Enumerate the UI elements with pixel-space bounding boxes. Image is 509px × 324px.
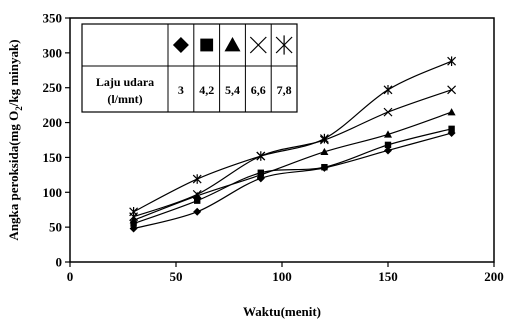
series-asterisk (129, 56, 457, 217)
asterisk-marker (383, 85, 393, 95)
x-marker (447, 85, 457, 95)
x-tick-label: 150 (378, 269, 398, 284)
series-line (133, 128, 452, 225)
square-marker (384, 141, 392, 149)
x-tick-label: 50 (170, 269, 183, 284)
x-tick-label: 0 (67, 269, 74, 284)
triangle-shape (447, 108, 456, 116)
y-tick-label: 50 (49, 220, 62, 235)
x-tick-label: 200 (484, 269, 504, 284)
legend-box (81, 23, 298, 113)
triangle-marker (447, 108, 456, 116)
asterisk-marker (275, 35, 293, 55)
square-marker (130, 220, 137, 227)
y-tick-label: 100 (43, 185, 63, 200)
x-stroke (383, 107, 393, 117)
triangle-marker (129, 216, 138, 224)
diamond-marker (384, 146, 392, 155)
diamond-marker (172, 37, 189, 53)
square-shape (130, 220, 137, 227)
asterisk-marker (319, 133, 329, 144)
diamond-shape (193, 207, 202, 216)
y-tick-label: 0 (56, 255, 63, 270)
x-marker (192, 189, 202, 199)
series-triangle (129, 108, 456, 224)
axes: 0 50 100 150 200 250 300 350 0 50 100 150 200 (43, 11, 504, 285)
square-shape (194, 197, 201, 204)
square-marker (200, 38, 214, 52)
triangle-shape (256, 170, 265, 179)
square-marker (321, 163, 328, 171)
square-shape (321, 163, 328, 171)
x-tick-label: 100 (272, 269, 292, 284)
legend-header-label: Laju udara (96, 75, 154, 89)
series-line (133, 132, 452, 230)
asterisk-marker (256, 151, 266, 161)
x-stroke (192, 189, 202, 199)
y-tick-label: 150 (43, 150, 63, 165)
legend-series-label: 3 (178, 83, 184, 97)
diamond-marker (193, 207, 202, 216)
series-line (133, 111, 452, 221)
y-tick-label: 250 (43, 80, 63, 95)
square-shape (448, 125, 455, 133)
x-stroke (249, 36, 267, 54)
triangle-marker (224, 37, 241, 52)
series-line (133, 89, 452, 218)
y-axis-title-subscript: 2 (14, 106, 24, 111)
diamond-shape (384, 146, 392, 155)
y-axis-title-part-1: Angka peroksida(mg O (6, 111, 21, 241)
x-marker (383, 107, 393, 117)
legend-series-label: 7,8 (277, 83, 292, 97)
series-square (130, 125, 455, 227)
x-marker (249, 36, 267, 54)
legend-series-label: 5,4 (225, 83, 240, 97)
y-axis-title-part-2: /kg minyak) (6, 39, 21, 107)
asterisk-marker (447, 56, 457, 67)
asterisk-marker (129, 207, 139, 217)
triangle-shape (320, 147, 329, 156)
x-axis-title: Waktu(menit) (243, 304, 321, 319)
legend-header-unit: (l/mnt) (107, 92, 142, 106)
diamond-shape (172, 37, 189, 53)
y-tick-label: 300 (43, 45, 63, 60)
triangle-marker (320, 147, 329, 156)
series-line (133, 60, 452, 213)
square-marker (194, 197, 201, 204)
square-marker (448, 125, 455, 133)
asterisk-marker (192, 174, 202, 184)
legend-series-label: 6,6 (251, 83, 266, 97)
x-stroke (447, 85, 457, 95)
series-diamond (129, 129, 456, 233)
legend-series-label: 4,2 (199, 83, 214, 97)
triangle-shape (384, 130, 392, 138)
y-axis-title: Angka peroksida(mg O2/kg minyak) (6, 39, 24, 240)
square-shape (200, 38, 214, 52)
triangle-marker (384, 130, 392, 138)
y-tick-label: 350 (43, 11, 63, 26)
triangle-shape (129, 216, 138, 224)
triangle-shape (224, 37, 241, 52)
series-layer (129, 56, 457, 233)
triangle-marker (256, 170, 265, 179)
legend: Laju udara (l/mnt) 3 4,2 5,4 6,6 7,8 (81, 23, 298, 113)
square-shape (384, 141, 392, 149)
y-tick-label: 200 (43, 115, 63, 130)
